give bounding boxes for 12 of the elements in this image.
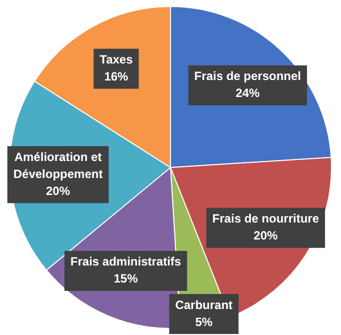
data-label: 5% [195,314,213,329]
slice-label: Amélioration et Développement [13,150,103,181]
slice-label: Frais de personnel [194,69,301,84]
data-label: 20% [254,228,278,243]
data-label: 20% [46,184,70,198]
slice-label: Carburant [175,298,233,312]
data-label: 15% [114,272,138,286]
slice-label: Frais de nourriture [212,212,320,226]
slice-label: Frais administratifs [70,254,182,269]
data-label: 16% [104,70,129,84]
slice-label: Taxes [100,52,134,67]
data-label: 24% [236,86,260,100]
